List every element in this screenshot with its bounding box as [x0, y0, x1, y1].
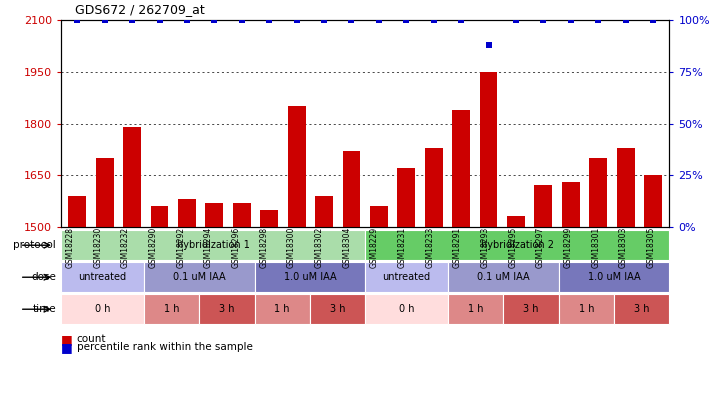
- Text: GSM18305: GSM18305: [647, 227, 656, 268]
- Point: [236, 17, 248, 23]
- Point: [373, 17, 384, 23]
- Point: [181, 17, 193, 23]
- Bar: [178, 199, 196, 227]
- Text: GSM18230: GSM18230: [93, 227, 102, 268]
- Bar: [342, 151, 360, 227]
- Text: untreated: untreated: [78, 272, 127, 282]
- Text: GSM18298: GSM18298: [259, 227, 268, 268]
- Text: 1 h: 1 h: [579, 304, 594, 314]
- Text: untreated: untreated: [382, 272, 431, 282]
- Point: [455, 17, 467, 23]
- Point: [127, 17, 138, 23]
- Point: [483, 42, 494, 48]
- Text: GSM18293: GSM18293: [480, 227, 490, 268]
- Point: [99, 17, 110, 23]
- Bar: [96, 158, 114, 227]
- Point: [511, 17, 522, 23]
- Point: [428, 17, 440, 23]
- Bar: [480, 72, 498, 227]
- Bar: [205, 202, 223, 227]
- Text: 1 h: 1 h: [274, 304, 290, 314]
- Text: ■: ■: [61, 341, 72, 354]
- Bar: [370, 206, 388, 227]
- Bar: [534, 185, 552, 227]
- Text: count: count: [77, 335, 106, 344]
- Text: 1.0 uM IAA: 1.0 uM IAA: [588, 272, 640, 282]
- Bar: [453, 110, 470, 227]
- Point: [400, 17, 412, 23]
- Text: protocol: protocol: [13, 240, 56, 250]
- Text: hybridization 1: hybridization 1: [177, 240, 249, 250]
- Bar: [69, 196, 86, 227]
- Text: GSM18299: GSM18299: [563, 227, 573, 268]
- Point: [565, 17, 576, 23]
- Bar: [425, 147, 442, 227]
- Text: GSM18294: GSM18294: [204, 227, 213, 268]
- Bar: [261, 209, 278, 227]
- Point: [208, 17, 220, 23]
- Text: GSM18297: GSM18297: [536, 227, 545, 268]
- Bar: [315, 196, 333, 227]
- Bar: [616, 147, 634, 227]
- Bar: [150, 206, 168, 227]
- Bar: [123, 127, 141, 227]
- Text: dose: dose: [31, 272, 56, 282]
- Bar: [397, 168, 415, 227]
- Text: 0.1 uM IAA: 0.1 uM IAA: [477, 272, 530, 282]
- Text: GSM18228: GSM18228: [66, 227, 74, 268]
- Text: 1 h: 1 h: [164, 304, 179, 314]
- Point: [620, 17, 632, 23]
- Bar: [507, 216, 525, 227]
- Point: [592, 17, 604, 23]
- Text: 3 h: 3 h: [634, 304, 649, 314]
- Text: GSM18290: GSM18290: [149, 227, 158, 268]
- Text: time: time: [32, 304, 56, 314]
- Point: [154, 17, 165, 23]
- Text: GSM18302: GSM18302: [314, 227, 324, 268]
- Text: 0 h: 0 h: [399, 304, 415, 314]
- Point: [263, 17, 275, 23]
- Bar: [233, 202, 251, 227]
- Point: [319, 17, 330, 23]
- Point: [647, 17, 659, 23]
- Text: 3 h: 3 h: [523, 304, 539, 314]
- Text: GSM18301: GSM18301: [591, 227, 600, 268]
- Text: GSM18304: GSM18304: [342, 227, 352, 268]
- Text: GSM18233: GSM18233: [425, 227, 435, 268]
- Text: 0.1 uM IAA: 0.1 uM IAA: [173, 272, 226, 282]
- Text: GSM18232: GSM18232: [121, 227, 130, 268]
- Text: percentile rank within the sample: percentile rank within the sample: [77, 343, 253, 352]
- Text: 3 h: 3 h: [330, 304, 345, 314]
- Text: GSM18295: GSM18295: [508, 227, 518, 268]
- Text: GSM18303: GSM18303: [619, 227, 628, 268]
- Text: 1 h: 1 h: [468, 304, 483, 314]
- Point: [538, 17, 549, 23]
- Bar: [589, 158, 607, 227]
- Point: [346, 17, 357, 23]
- Bar: [288, 106, 306, 227]
- Text: GSM18229: GSM18229: [370, 227, 379, 268]
- Text: GSM18291: GSM18291: [453, 227, 462, 268]
- Text: GDS672 / 262709_at: GDS672 / 262709_at: [75, 3, 205, 16]
- Text: GSM18300: GSM18300: [287, 227, 296, 268]
- Text: GSM18296: GSM18296: [232, 227, 241, 268]
- Text: ■: ■: [61, 333, 72, 346]
- Text: GSM18231: GSM18231: [397, 227, 407, 268]
- Text: 1.0 uM IAA: 1.0 uM IAA: [284, 272, 336, 282]
- Point: [72, 17, 83, 23]
- Point: [291, 17, 302, 23]
- Bar: [562, 182, 580, 227]
- Text: hybridization 2: hybridization 2: [481, 240, 553, 250]
- Bar: [644, 175, 662, 227]
- Text: GSM18292: GSM18292: [176, 227, 185, 268]
- Text: 0 h: 0 h: [95, 304, 110, 314]
- Text: 3 h: 3 h: [219, 304, 235, 314]
